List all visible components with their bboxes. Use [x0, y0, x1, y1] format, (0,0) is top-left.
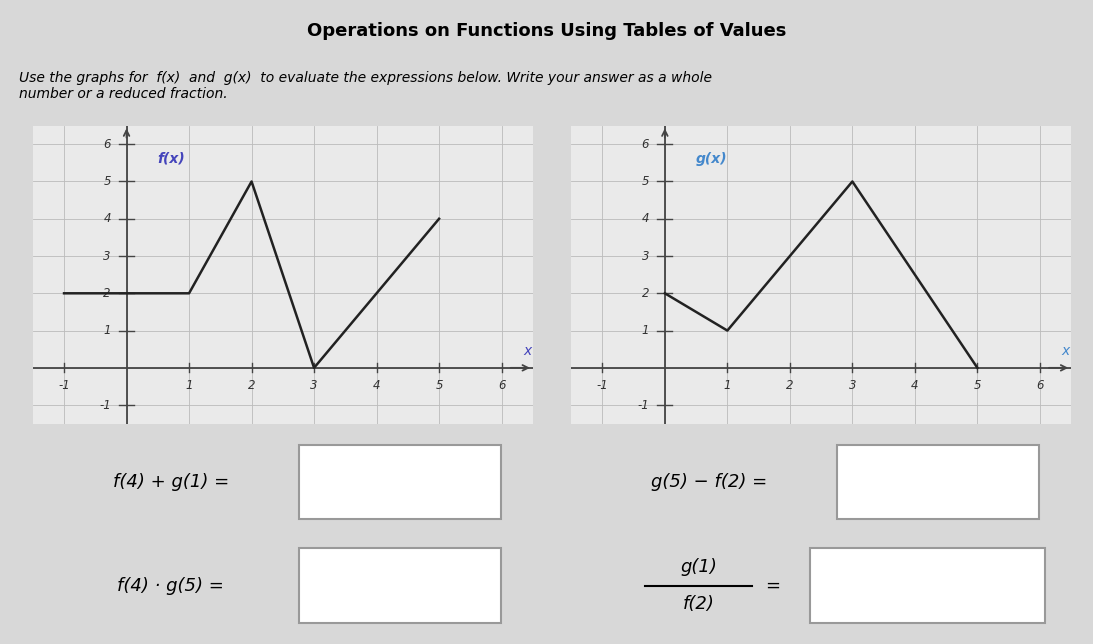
FancyBboxPatch shape [298, 549, 502, 623]
Text: 2: 2 [642, 287, 649, 300]
Text: f(x): f(x) [157, 152, 186, 166]
Text: 3: 3 [104, 249, 110, 263]
FancyBboxPatch shape [810, 549, 1045, 623]
Text: 1: 1 [186, 379, 192, 392]
Text: -1: -1 [99, 399, 110, 412]
Text: 1: 1 [104, 324, 110, 337]
Text: 3: 3 [848, 379, 856, 392]
Text: 6: 6 [104, 138, 110, 151]
Text: -1: -1 [597, 379, 608, 392]
Text: 5: 5 [104, 175, 110, 188]
Text: g(5) − f(2) =: g(5) − f(2) = [651, 473, 767, 491]
Text: g(1): g(1) [680, 558, 717, 576]
Text: x: x [1061, 344, 1070, 358]
Text: 2: 2 [104, 287, 110, 300]
Text: =: = [765, 577, 780, 594]
Text: 1: 1 [724, 379, 731, 392]
Text: -1: -1 [637, 399, 649, 412]
Text: 2: 2 [248, 379, 256, 392]
Text: 6: 6 [1036, 379, 1044, 392]
Text: Operations on Functions Using Tables of Values: Operations on Functions Using Tables of … [307, 22, 786, 39]
Text: -1: -1 [58, 379, 70, 392]
Text: f(4) · g(5) =: f(4) · g(5) = [117, 577, 224, 594]
FancyBboxPatch shape [298, 445, 502, 519]
Text: 4: 4 [642, 213, 649, 225]
Text: x: x [524, 344, 531, 358]
Text: 3: 3 [310, 379, 318, 392]
Text: 4: 4 [373, 379, 380, 392]
Text: 5: 5 [642, 175, 649, 188]
Text: Use the graphs for  f(x)  and  g(x)  to evaluate the expressions below. Write yo: Use the graphs for f(x) and g(x) to eval… [20, 71, 713, 101]
Text: 6: 6 [642, 138, 649, 151]
Text: 1: 1 [642, 324, 649, 337]
Text: 2: 2 [786, 379, 794, 392]
Text: 5: 5 [974, 379, 982, 392]
FancyBboxPatch shape [837, 445, 1039, 519]
Text: 4: 4 [104, 213, 110, 225]
Text: 6: 6 [497, 379, 505, 392]
Text: 3: 3 [642, 249, 649, 263]
Text: f(4) + g(1) =: f(4) + g(1) = [113, 473, 228, 491]
Text: 4: 4 [912, 379, 918, 392]
Text: 5: 5 [435, 379, 443, 392]
Text: f(2): f(2) [682, 596, 715, 613]
Text: g(x): g(x) [696, 152, 728, 166]
